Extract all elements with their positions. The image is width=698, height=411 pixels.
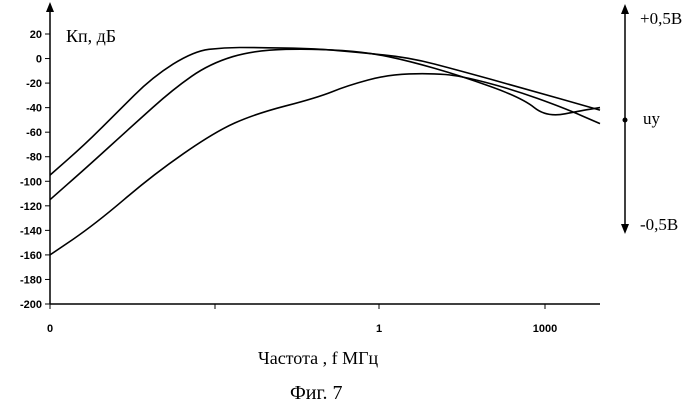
series-line-1	[50, 48, 600, 176]
y-axis-arrow	[46, 2, 54, 12]
x-tick-label: 1	[376, 323, 382, 335]
side-axis-bottom-label: -0,5В	[640, 215, 678, 234]
y-tick-label: -100	[20, 176, 42, 188]
side-axis-mid-label: uy	[643, 109, 661, 128]
series-line-2	[50, 49, 600, 200]
y-tick-label: 0	[36, 54, 42, 66]
y-tick-label: -80	[26, 152, 42, 164]
x-tick-label: 0	[47, 323, 53, 335]
y-tick-label: -20	[26, 78, 42, 90]
y-tick-label: -40	[26, 103, 42, 115]
series-line-3	[50, 74, 600, 255]
side-axis-midpoint	[623, 118, 628, 123]
figure-caption: Фиг. 7	[290, 382, 342, 404]
y-axis-label: Кп, дБ	[66, 26, 116, 46]
y-tick-label: -180	[20, 274, 42, 286]
y-tick-label: -140	[20, 225, 42, 237]
side-axis-top-label: +0,5В	[640, 9, 682, 28]
y-tick-label: 20	[30, 29, 42, 41]
y-tick-label: -60	[26, 127, 42, 139]
side-voltage-axis: +0,5В -0,5В uy	[621, 4, 682, 234]
x-tick-label: 1000	[533, 323, 557, 335]
y-tick-label: -120	[20, 201, 42, 213]
y-tick-label: -200	[20, 299, 42, 311]
x-axis-label: Частота , f МГц	[258, 348, 379, 368]
y-tick-label: -160	[20, 250, 42, 262]
